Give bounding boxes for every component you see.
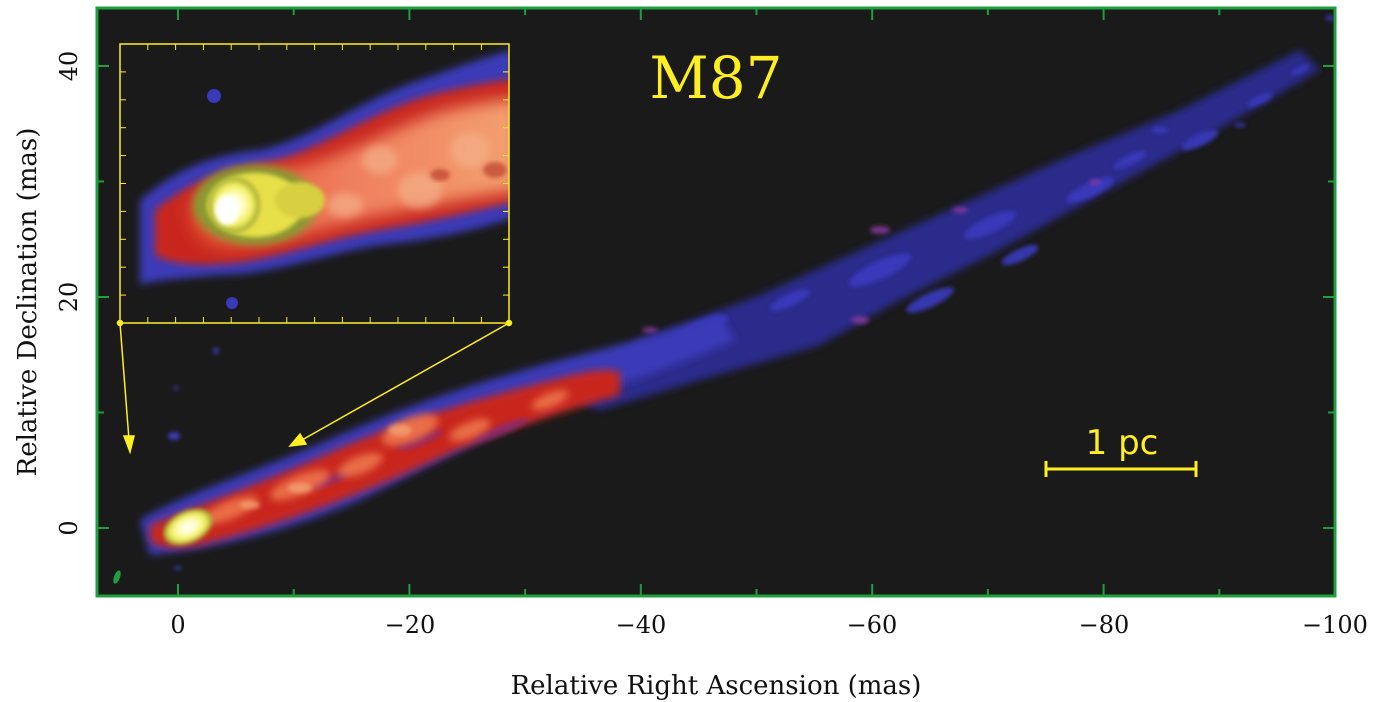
x-tick-label: −40 [616,611,667,639]
y-axis-label: Relative Declination (mas) [13,128,43,477]
scale-bar [1044,461,1198,477]
figure-title: M87 [649,44,782,112]
y-tick-labels: 0 20 40 [55,51,83,536]
x-tick-label: −20 [385,611,436,639]
y-tick-label: 40 [55,51,83,82]
x-tick-label: −80 [1079,611,1130,639]
axis-ticks [97,8,1336,596]
scale-bar-label: 1 pc [1086,423,1159,463]
x-tick-label: 0 [170,611,185,639]
x-tick-label: −100 [1302,611,1368,639]
x-axis-label: Relative Right Ascension (mas) [511,671,922,701]
jet-core [163,508,213,546]
plot-frame [95,6,1337,598]
beam-ellipse-icon [113,570,121,584]
y-tick-label: 20 [55,282,83,313]
y-tick-label: 0 [55,520,83,535]
x-tick-labels: 0 −20 −40 −60 −80 −100 [170,611,1368,639]
radio-jet [140,15,1334,570]
x-tick-label: −60 [847,611,898,639]
arrow-icon [116,319,513,455]
zoom-inset [119,43,510,324]
